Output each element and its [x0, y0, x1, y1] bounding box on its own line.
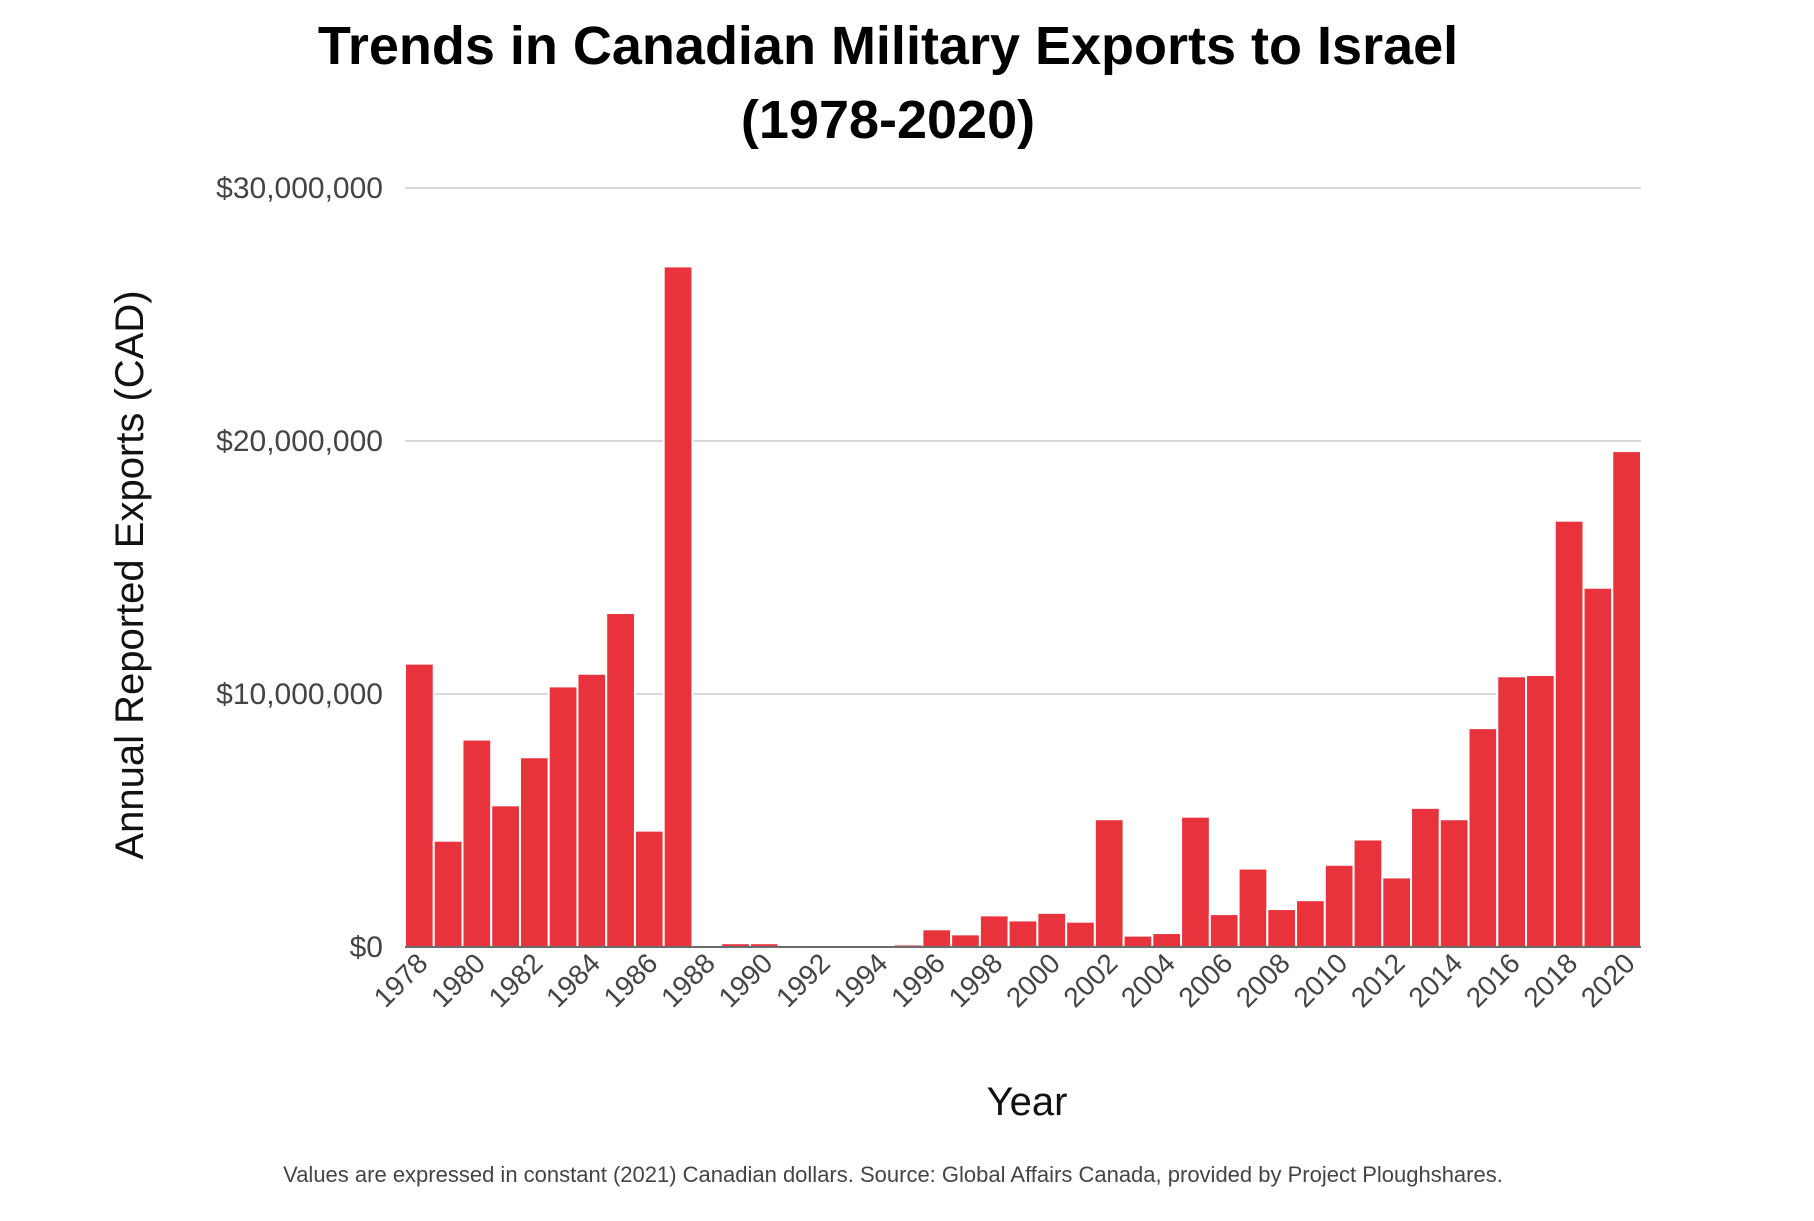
- bar-2016: [1496, 675, 1528, 948]
- bar-1986: [633, 829, 665, 948]
- bar-2019: [1582, 586, 1614, 948]
- bar-2000: [1036, 911, 1068, 948]
- x-tick-label-2016: 2016: [1460, 947, 1526, 1013]
- bar-2004: [1151, 932, 1183, 949]
- y-tick-label: $20,000,000: [216, 425, 383, 458]
- bar-2009: [1295, 899, 1326, 949]
- bar-2010: [1323, 863, 1355, 949]
- x-tick-label-1984: 1984: [540, 947, 606, 1013]
- x-tick-label-2004: 2004: [1115, 947, 1181, 1013]
- bar-2002: [1093, 818, 1125, 948]
- x-tick-label-1986: 1986: [598, 947, 664, 1013]
- bar-2015: [1467, 727, 1499, 949]
- x-tick-label-2014: 2014: [1402, 947, 1468, 1013]
- x-tick-label-1990: 1990: [713, 947, 779, 1013]
- chart-title-years: (1978-2020): [741, 90, 1035, 150]
- x-tick-label-2000: 2000: [1000, 947, 1066, 1013]
- bar-1998: [978, 914, 1010, 948]
- bar-2007: [1237, 867, 1269, 949]
- y-gridlines: [405, 187, 1641, 695]
- bar-1981: [490, 804, 521, 948]
- bar-1979: [432, 839, 464, 948]
- x-tick-label-2010: 2010: [1287, 947, 1353, 1013]
- bar-1984: [576, 672, 608, 948]
- x-tick-label-2006: 2006: [1172, 947, 1238, 1013]
- x-tick-labels: 1978198019821984198619881990199219941996…: [368, 947, 1641, 1013]
- x-tick-label-2012: 2012: [1345, 947, 1411, 1013]
- bar-2005: [1180, 815, 1211, 949]
- x-tick-label-1996: 1996: [885, 947, 951, 1013]
- x-axis-title: Year: [987, 1080, 1068, 1124]
- y-tick-label: $10,000,000: [216, 678, 383, 711]
- y-axis-title: Annual Reported Exports (CAD): [108, 290, 152, 859]
- y-tick-label: $30,000,000: [216, 172, 383, 205]
- bar-2013: [1410, 806, 1441, 948]
- source-footnote: Values are expressed in constant (2021) …: [283, 1162, 1503, 1187]
- bar-1999: [1007, 919, 1039, 948]
- x-tick-label-1988: 1988: [655, 947, 721, 1013]
- y-tick-labels: $0 $10,000,000 $20,000,000 $30,000,000: [216, 172, 383, 964]
- bar-1996: [921, 928, 953, 948]
- bar-2008: [1266, 908, 1298, 948]
- x-tick-label-1998: 1998: [943, 947, 1009, 1013]
- bar-1982: [518, 756, 550, 948]
- x-tick-label-2002: 2002: [1058, 947, 1124, 1013]
- bar-2006: [1208, 913, 1240, 948]
- bar-2018: [1553, 519, 1585, 948]
- x-tick-label-2020: 2020: [1575, 947, 1641, 1013]
- bar-1985: [605, 612, 636, 948]
- x-tick-label-1980: 1980: [425, 947, 491, 1013]
- x-tick-label-2008: 2008: [1230, 947, 1296, 1013]
- x-tick-label-2018: 2018: [1517, 947, 1583, 1013]
- bars: [404, 265, 1643, 949]
- bar-2001: [1065, 920, 1096, 949]
- x-tick-label-1982: 1982: [483, 947, 549, 1013]
- x-tick-label-1994: 1994: [828, 947, 894, 1013]
- bar-2011: [1352, 838, 1384, 948]
- chart-title: Trends in Canadian Military Exports to I…: [318, 16, 1458, 76]
- bar-1980: [461, 738, 493, 948]
- bar-1997: [950, 933, 981, 948]
- bar-1983: [547, 685, 579, 948]
- bar-2020: [1611, 450, 1643, 948]
- bar-1978: [404, 662, 435, 948]
- bar-2003: [1122, 934, 1154, 948]
- bar-2012: [1381, 876, 1413, 948]
- x-tick-label-1992: 1992: [770, 947, 836, 1013]
- bar-2014: [1438, 818, 1470, 948]
- bar-1987: [662, 265, 694, 948]
- y-tick-label: $0: [350, 931, 383, 964]
- bar-2017: [1525, 674, 1556, 949]
